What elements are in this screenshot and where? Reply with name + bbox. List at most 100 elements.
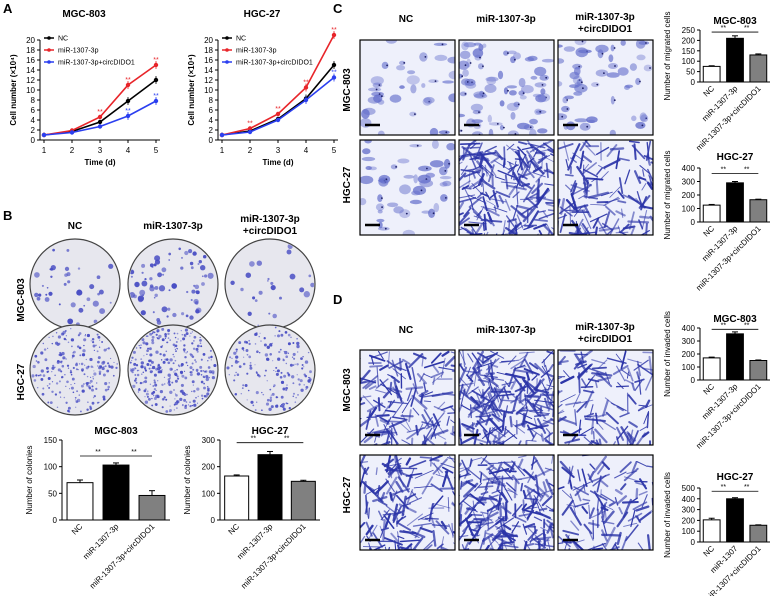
cell-process	[406, 426, 425, 440]
colony	[58, 391, 62, 394]
pore	[517, 103, 520, 106]
cell-process	[460, 480, 463, 490]
cell-process	[484, 544, 490, 550]
cell	[410, 84, 417, 94]
bar	[749, 524, 768, 543]
significance-marker: **	[721, 322, 727, 329]
cell	[446, 143, 455, 151]
cell-process	[494, 205, 497, 213]
colony	[133, 294, 137, 299]
colony	[33, 379, 37, 382]
cell-process	[483, 432, 491, 445]
colony	[145, 342, 149, 346]
cell-process	[408, 409, 412, 423]
cell-process	[471, 229, 475, 235]
colony	[243, 356, 245, 358]
cell-process	[571, 539, 584, 550]
pore	[614, 65, 616, 67]
colony	[266, 358, 270, 361]
cell-process	[638, 490, 648, 496]
colony	[91, 401, 95, 405]
cell-process	[483, 213, 487, 231]
colony	[106, 348, 108, 350]
colony	[168, 289, 171, 292]
cell-process	[595, 439, 600, 445]
cell	[518, 77, 526, 88]
cell-process	[642, 169, 645, 177]
colony	[59, 353, 63, 357]
cell	[360, 175, 374, 185]
cell-process	[470, 406, 481, 410]
cell-process	[558, 355, 566, 364]
y-tick-label: 14	[26, 66, 35, 75]
cell-process	[582, 177, 588, 194]
colony	[209, 349, 212, 352]
cell-process	[558, 535, 571, 548]
colony	[87, 365, 90, 368]
cell-process	[511, 504, 523, 517]
cell-process	[491, 427, 506, 438]
cell-process	[563, 141, 570, 161]
cell-process	[614, 471, 627, 479]
cell-process	[432, 458, 448, 475]
category-label: miR-1307-3p+circDIDO1	[88, 522, 157, 591]
significance-marker: **	[97, 109, 103, 116]
colony	[167, 332, 170, 336]
pore	[378, 84, 381, 86]
colony	[203, 376, 205, 378]
cell-process	[384, 409, 396, 413]
cell-process	[430, 483, 443, 493]
cell	[640, 114, 649, 123]
cell-process	[479, 487, 489, 503]
cell-process	[627, 220, 650, 224]
cell-process	[481, 426, 496, 440]
y-axis-label: Number of colonies	[183, 446, 192, 515]
colony	[296, 338, 298, 340]
cell-process	[596, 146, 610, 156]
colony	[285, 386, 288, 390]
cell-process	[493, 440, 505, 445]
colony	[188, 249, 193, 254]
bar	[138, 494, 166, 521]
micrograph-background	[360, 350, 455, 445]
colony	[292, 342, 295, 344]
cell-process	[390, 375, 400, 384]
colony	[54, 374, 56, 377]
colony	[202, 254, 207, 259]
colony	[169, 390, 173, 394]
cell-process	[459, 180, 471, 189]
cell-process	[368, 542, 372, 550]
cell-process	[389, 466, 393, 479]
micrograph-border	[359, 139, 456, 236]
colony	[261, 391, 263, 394]
cell-process	[640, 230, 650, 235]
cell-process	[465, 548, 468, 550]
colony	[198, 260, 202, 264]
cell-process	[616, 365, 626, 382]
colony	[275, 372, 279, 376]
colony	[102, 360, 106, 364]
colony	[71, 354, 75, 358]
significance-marker: **	[275, 106, 281, 113]
colony	[63, 282, 67, 286]
cell-process	[638, 375, 642, 395]
cell-process	[601, 543, 608, 550]
pore	[461, 75, 464, 78]
bar	[702, 204, 721, 223]
cell	[447, 56, 455, 64]
colony	[165, 398, 168, 401]
bar	[702, 65, 721, 83]
cell-process	[642, 367, 653, 371]
cell-process	[588, 504, 591, 517]
cell-process	[577, 364, 592, 379]
colony	[78, 307, 84, 313]
colony	[195, 290, 199, 294]
cell-process	[504, 198, 511, 211]
colony	[199, 365, 203, 369]
colony	[99, 372, 101, 374]
colony	[200, 373, 203, 376]
colony	[50, 264, 56, 271]
colony	[235, 355, 239, 359]
colony	[61, 364, 65, 368]
colony	[299, 379, 303, 383]
